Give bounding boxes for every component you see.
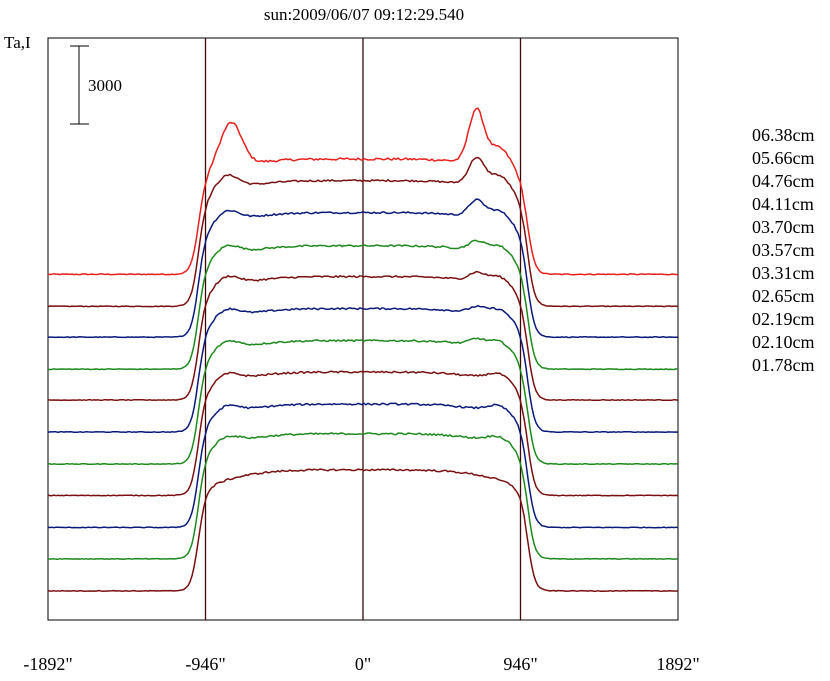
legend-entry-1: 05.66cm xyxy=(752,148,815,168)
legend-entry-5: 03.57cm xyxy=(752,240,815,260)
series-line-7 xyxy=(47,370,679,497)
x-axis-ticks: -1892" -946" 0" 946" 1892" xyxy=(23,654,699,674)
series-line-4 xyxy=(47,270,679,402)
legend-entry-9: 02.10cm xyxy=(752,332,815,352)
scale-bar: 3000 xyxy=(70,45,122,125)
legend-entry-10: 01.78cm xyxy=(752,355,815,375)
series-line-5 xyxy=(47,304,679,434)
x-tick-label-2: 0" xyxy=(355,654,371,674)
series-line-10 xyxy=(47,468,679,592)
series-line-6 xyxy=(47,337,679,466)
x-tick-label-1: -946" xyxy=(185,654,225,674)
series-lines xyxy=(47,107,679,592)
legend-entry-3: 04.11cm xyxy=(752,194,814,214)
chart-title: sun:2009/06/07 09:12:29.540 xyxy=(264,5,464,24)
x-tick-label-4: 1892" xyxy=(656,654,699,674)
series-line-3 xyxy=(47,239,678,371)
series-line-1 xyxy=(47,156,679,308)
series-line-8 xyxy=(47,402,679,529)
series-line-0 xyxy=(47,107,679,276)
scale-bar-label: 3000 xyxy=(88,76,122,95)
legend-entry-2: 04.76cm xyxy=(752,171,815,191)
legend-entry-8: 02.19cm xyxy=(752,309,815,329)
legend: 06.38cm 05.66cm 04.76cm 04.11cm 03.70cm 03.57… xyxy=(752,125,815,375)
x-tick-label-0: -1892" xyxy=(23,654,72,674)
legend-entry-0: 06.38cm xyxy=(752,125,815,145)
series-line-9 xyxy=(47,432,679,560)
vertical-markers xyxy=(204,38,522,620)
y-axis-label: Ta,I xyxy=(4,33,31,52)
legend-entry-7: 02.65cm xyxy=(752,286,815,306)
legend-entry-6: 03.31cm xyxy=(752,263,815,283)
series-line-2 xyxy=(47,198,679,339)
x-tick-label-3: 946" xyxy=(503,654,537,674)
legend-entry-4: 03.70cm xyxy=(752,217,815,237)
